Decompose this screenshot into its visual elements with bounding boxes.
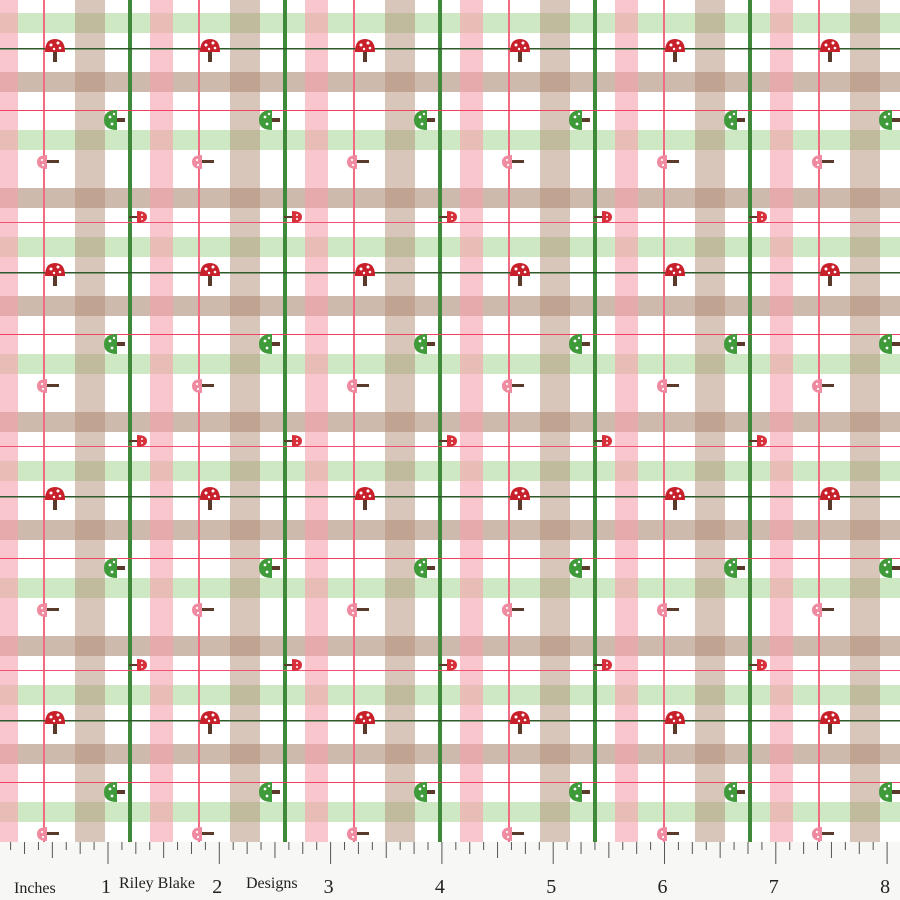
ruler [0, 842, 900, 900]
ruler-numbers: 1 2 3 4 5 6 7 8 [101, 876, 890, 898]
plaid-fabric [0, 0, 900, 842]
unit-label: Inches [14, 880, 56, 897]
ruler-number: 7 [769, 876, 779, 898]
ruler-ticks [10, 842, 888, 864]
ruler-number: 6 [658, 876, 668, 898]
ruler-number: 1 [101, 876, 111, 898]
ruler-number: 2 [212, 876, 222, 898]
brand-name: Riley Blake [119, 875, 195, 892]
ruler-number: 8 [880, 876, 890, 898]
ruler-number: 3 [324, 876, 334, 898]
brand-name: Designs [246, 875, 298, 892]
ruler-number: 4 [435, 876, 445, 898]
ruler-number: 5 [546, 876, 556, 898]
